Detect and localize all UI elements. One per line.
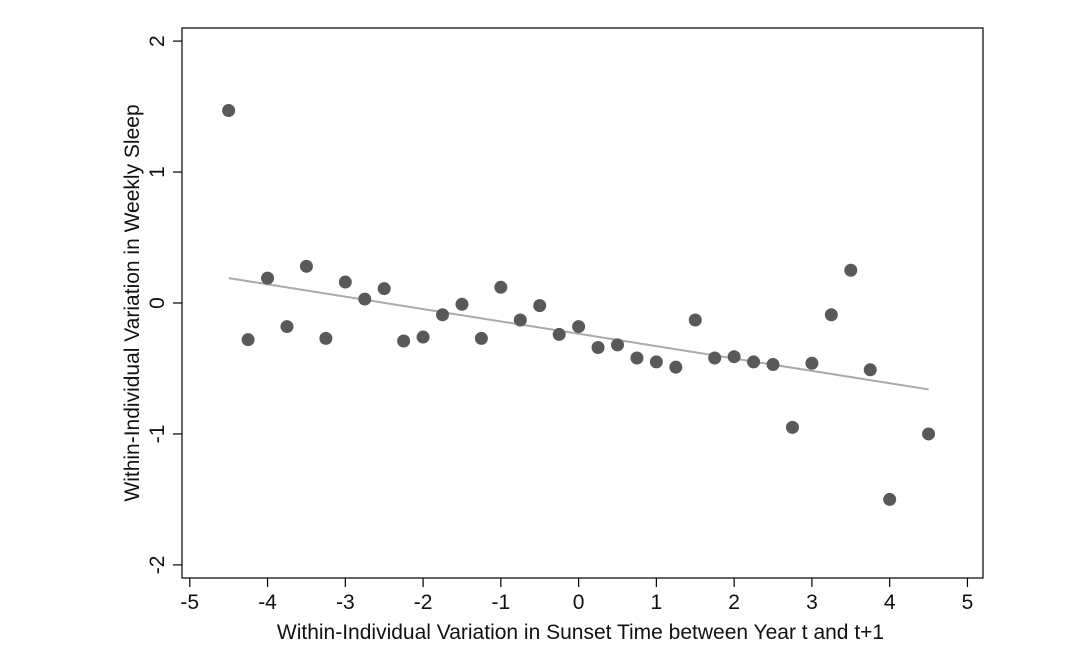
data-point [377,282,391,296]
x-tick-label: 2 [728,591,740,614]
data-point [416,330,430,344]
data-point [844,263,858,277]
x-tick-label: -3 [336,591,355,614]
data-point [222,104,236,117]
data-point [319,331,333,345]
data-point [261,271,275,285]
data-point [552,327,566,341]
y-tick-label: -1 [146,425,169,444]
data-point [766,358,780,372]
data-point [922,427,936,441]
data-point [688,313,702,327]
x-tick-label: -5 [180,591,199,614]
data-point [747,355,761,369]
data-point [610,338,624,352]
x-tick-label: 3 [806,591,818,614]
data-point [280,320,294,334]
data-point [708,351,722,365]
y-axis-ticks: -2 -1 0 1 2 [146,35,182,574]
data-point [572,320,586,334]
data-point [241,333,255,347]
data-point [785,420,799,434]
data-point [338,275,352,289]
data-point [591,341,605,355]
data-point [805,356,819,370]
scatter-points [222,104,936,506]
data-point [533,299,547,313]
y-tick-label: 1 [146,166,169,178]
data-point [397,334,411,348]
data-point [883,492,897,506]
x-axis-ticks: -5 -4 -3 -2 -1 0 1 2 3 4 5 [180,578,973,614]
data-point [630,351,644,365]
data-point [299,259,313,273]
data-point [727,350,741,364]
data-point [455,297,469,311]
y-tick-label: 0 [146,297,169,309]
x-tick-label: -2 [414,591,433,614]
y-tick-label: -2 [146,556,169,575]
data-point [824,308,838,322]
fitted-trend-line [228,277,929,391]
data-point [649,355,663,369]
data-point [494,280,508,294]
data-point [358,292,372,306]
data-point [474,331,488,345]
x-tick-label: 0 [573,591,585,614]
x-tick-label: -1 [492,591,511,614]
x-tick-label: 4 [884,591,896,614]
data-point [669,360,683,374]
x-tick-label: -4 [258,591,277,614]
y-axis-label: Within-Individual Variation in Weekly Sl… [121,104,144,501]
x-tick-label: 1 [651,591,663,614]
data-point [513,313,527,327]
y-tick-label: 2 [146,35,169,47]
data-point [863,363,877,377]
x-tick-label: 5 [962,591,974,614]
data-point [436,308,450,322]
x-axis-label: Within-Individual Variation in Sunset Ti… [277,621,884,644]
